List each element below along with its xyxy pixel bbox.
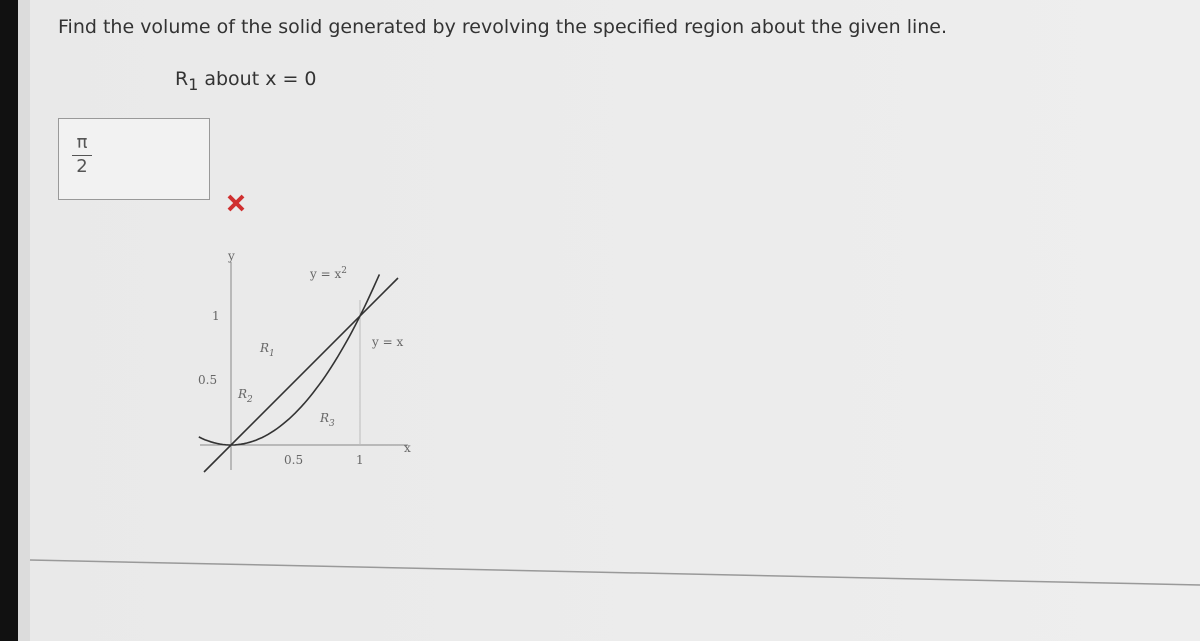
r-letter: R: [237, 387, 247, 401]
region-rest: about x = 0: [204, 68, 317, 90]
r-sub: 3: [329, 419, 335, 429]
region-label: R1: [259, 341, 275, 359]
numerator: π: [72, 132, 92, 156]
denominator: 2: [76, 156, 88, 177]
answer-box[interactable]: [58, 118, 210, 200]
y-tick: 1: [212, 309, 220, 323]
line-label: y = x: [371, 335, 403, 349]
r-letter: R: [259, 341, 269, 355]
divider: [29, 559, 1200, 586]
parabola-base: y = x: [309, 267, 341, 281]
parabola: [198, 274, 381, 446]
y-tick: 0.5: [198, 373, 217, 387]
parabola-label: y = x2: [309, 266, 347, 281]
region-prompt: R1 about x = 0: [175, 68, 317, 94]
x-tick: 0.5: [284, 453, 303, 467]
y-axis-label: y: [227, 249, 235, 263]
x-tick: 1: [356, 453, 364, 467]
r-sub: 2: [246, 395, 253, 405]
question: Find the volume of the solid generated b…: [58, 16, 948, 38]
region-letter: R: [175, 68, 189, 90]
region-label: R3: [319, 411, 335, 429]
line-y-x: [203, 277, 399, 473]
parabola-sup: 2: [341, 266, 347, 276]
region-sub: 1: [188, 74, 199, 94]
x-axis-label: x: [404, 441, 411, 455]
r-letter: R: [319, 411, 329, 425]
r-sub: 1: [269, 349, 275, 359]
region-label: R2: [237, 387, 253, 405]
wrong-mark: [227, 194, 245, 212]
